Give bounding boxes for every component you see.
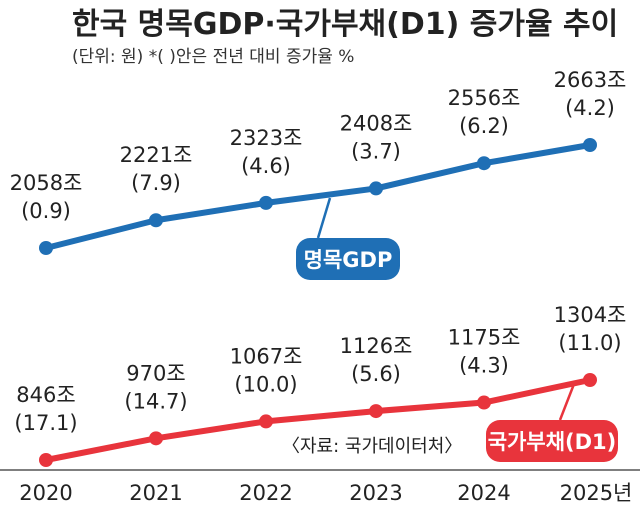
- series-1-growth-label: (11.0): [558, 331, 621, 355]
- gdp-badge-connector: [316, 197, 332, 239]
- series-1-growth-label: (10.0): [234, 372, 297, 396]
- gdp-badge-box: [296, 238, 400, 280]
- series-1-growth-label: (5.6): [351, 362, 401, 386]
- series-0-growth-label: (3.7): [351, 139, 401, 163]
- series-0-value-label: 2058조: [10, 171, 83, 195]
- series-1-value-label: 846조: [16, 383, 75, 407]
- series-1-point: [477, 395, 491, 410]
- series-1-point: [369, 404, 383, 419]
- x-tick-label: 2022: [239, 481, 292, 505]
- x-tick-label: 2025년: [560, 481, 633, 505]
- x-tick-label: 2021: [129, 481, 182, 505]
- series-0-growth-label: (6.2): [459, 114, 509, 138]
- series-layer: 2058조 (0.9) 2221조 (7.9) 2323조 (4.6) 2408조 (3.7)…: [10, 68, 627, 467]
- series-1-value-label: 1067조: [230, 344, 303, 368]
- series-0-growth-label: (4.6): [241, 154, 291, 178]
- gdp-badge: 명목GDP: [296, 197, 400, 280]
- debt-badge-box: [486, 420, 618, 462]
- series-line-1: [43, 377, 593, 463]
- series-1-value-label: 970조: [126, 361, 185, 385]
- series-1-growth-label: (4.3): [459, 354, 509, 378]
- series-1-value-label: 1175조: [448, 326, 521, 350]
- series-line-0: [43, 142, 593, 251]
- series-1-growth-label: (17.1): [14, 411, 77, 435]
- series-0-point: [583, 138, 597, 152]
- series-1-point: [259, 414, 273, 429]
- series-0-growth-label: (4.2): [565, 96, 615, 120]
- x-axis-ticks: 2020 2021 2022 2023 2024 2025년: [19, 481, 632, 505]
- debt-badge-label: 국가부채(D1): [488, 430, 617, 454]
- series-1-value-label: 1126조: [340, 334, 413, 358]
- series-0-point: [369, 181, 383, 196]
- debt-badge-connector: [558, 383, 576, 421]
- series-1-point: [583, 373, 597, 387]
- series-0-value-label: 2663조: [554, 68, 627, 92]
- x-tick-label: 2024: [457, 481, 510, 505]
- series-0-value-label: 2323조: [230, 126, 303, 150]
- series-0-value-label: 2221조: [120, 143, 193, 167]
- series-0-growth-label: (0.9): [21, 199, 71, 223]
- series-0-growth-label: (7.9): [131, 171, 181, 195]
- series-0-point: [149, 213, 163, 228]
- series-0-point: [477, 156, 491, 171]
- x-tick-label: 2020: [19, 481, 72, 505]
- series-0-value-label: 2408조: [340, 111, 413, 135]
- series-1-point: [149, 431, 163, 446]
- series-0-point: [259, 195, 273, 210]
- debt-badge: 국가부채(D1): [486, 383, 618, 462]
- series-0-point: [39, 241, 53, 255]
- series-1-growth-label: (14.7): [124, 389, 187, 413]
- gdp-badge-label: 명목GDP: [304, 248, 393, 272]
- chart-title: 한국 명목GDP·국가부채(D1) 증가율 추이: [72, 7, 618, 42]
- chart-subtitle: (단위: 원) *( )안은 전년 대비 증가율 %: [72, 47, 354, 67]
- x-tick-label: 2023: [349, 481, 402, 505]
- series-1-point: [39, 453, 53, 467]
- series-0-value-label: 2556조: [448, 86, 521, 110]
- series-1-value-label: 1304조: [554, 303, 627, 327]
- source-note: 〈자료: 국가데이터처〉: [282, 436, 462, 457]
